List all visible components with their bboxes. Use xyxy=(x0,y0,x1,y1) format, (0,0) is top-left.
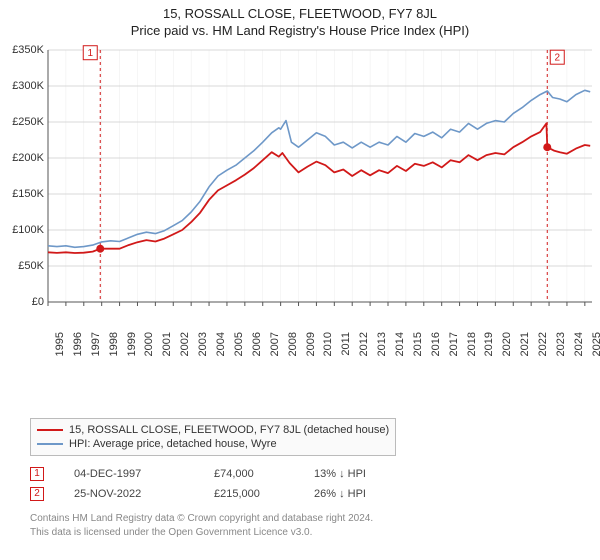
license-text: Contains HM Land Registry data © Crown c… xyxy=(30,512,570,539)
y-tick-label: £200K xyxy=(4,152,44,164)
x-tick-label: 2007 xyxy=(269,332,281,356)
x-tick-label: 2012 xyxy=(358,332,370,356)
legend-label: HPI: Average price, detached house, Wyre xyxy=(69,438,277,450)
x-tick-label: 2019 xyxy=(484,332,496,356)
svg-text:2: 2 xyxy=(554,53,560,64)
x-tick-label: 2003 xyxy=(197,332,209,356)
x-tick-label: 2010 xyxy=(323,332,335,356)
x-tick-label: 1999 xyxy=(126,332,138,356)
x-tick-label: 2016 xyxy=(430,332,442,356)
chart-svg: 12 xyxy=(0,44,600,374)
x-tick-label: 2001 xyxy=(162,332,174,356)
price-chart: 12 £0£50K£100K£150K£200K£250K£300K£350K … xyxy=(0,44,600,374)
x-tick-label: 2023 xyxy=(555,332,567,356)
sale-date: 25-NOV-2022 xyxy=(74,488,184,500)
license-line-1: Contains HM Land Registry data © Crown c… xyxy=(30,512,570,526)
x-tick-label: 2024 xyxy=(573,332,585,356)
sale-marker-box: 1 xyxy=(30,467,44,481)
license-line-2: This data is licensed under the Open Gov… xyxy=(30,526,570,540)
sales-table: 1 04-DEC-1997 £74,000 13% ↓ HPI 2 25-NOV-2022… xyxy=(30,464,570,504)
x-tick-label: 2011 xyxy=(340,332,352,356)
sale-date: 04-DEC-1997 xyxy=(74,468,184,480)
x-tick-label: 2004 xyxy=(215,332,227,356)
x-tick-label: 1997 xyxy=(90,332,102,356)
y-tick-label: £250K xyxy=(4,116,44,128)
x-tick-label: 2006 xyxy=(251,332,263,356)
x-tick-label: 2015 xyxy=(412,332,424,356)
legend-swatch xyxy=(37,429,63,431)
svg-text:1: 1 xyxy=(87,48,93,59)
sale-row: 1 04-DEC-1997 £74,000 13% ↓ HPI xyxy=(30,464,570,484)
x-tick-label: 2014 xyxy=(394,332,406,356)
y-tick-label: £350K xyxy=(4,44,44,56)
y-tick-label: £0 xyxy=(4,296,44,308)
legend-item: 15, ROSSALL CLOSE, FLEETWOOD, FY7 8JL (d… xyxy=(37,423,389,437)
x-tick-label: 2018 xyxy=(466,332,478,356)
chart-subtitle: Price paid vs. HM Land Registry's House … xyxy=(0,21,600,38)
x-tick-label: 2000 xyxy=(144,332,156,356)
x-tick-label: 2009 xyxy=(305,332,317,356)
x-tick-label: 2002 xyxy=(179,332,191,356)
chart-legend: 15, ROSSALL CLOSE, FLEETWOOD, FY7 8JL (d… xyxy=(30,418,396,456)
x-tick-label: 2017 xyxy=(448,332,460,356)
sale-price: £74,000 xyxy=(214,468,284,480)
chart-title: 15, ROSSALL CLOSE, FLEETWOOD, FY7 8JL xyxy=(0,0,600,21)
x-tick-label: 1995 xyxy=(54,332,66,356)
x-tick-label: 2021 xyxy=(519,332,531,356)
x-tick-label: 1996 xyxy=(72,332,84,356)
legend-label: 15, ROSSALL CLOSE, FLEETWOOD, FY7 8JL (d… xyxy=(69,424,389,436)
y-tick-label: £150K xyxy=(4,188,44,200)
x-tick-label: 2025 xyxy=(591,332,600,356)
y-tick-label: £300K xyxy=(4,80,44,92)
sale-row: 2 25-NOV-2022 £215,000 26% ↓ HPI xyxy=(30,484,570,504)
legend-item: HPI: Average price, detached house, Wyre xyxy=(37,437,389,451)
sale-pct-vs-hpi: 13% ↓ HPI xyxy=(314,468,414,480)
sale-price: £215,000 xyxy=(214,488,284,500)
y-tick-label: £100K xyxy=(4,224,44,236)
x-tick-label: 2020 xyxy=(502,332,514,356)
x-tick-label: 2005 xyxy=(233,332,245,356)
x-tick-label: 2013 xyxy=(376,332,388,356)
x-tick-label: 1998 xyxy=(108,332,120,356)
sale-pct-vs-hpi: 26% ↓ HPI xyxy=(314,488,414,500)
legend-swatch xyxy=(37,443,63,445)
x-tick-label: 2008 xyxy=(287,332,299,356)
y-tick-label: £50K xyxy=(4,260,44,272)
sale-marker-box: 2 xyxy=(30,487,44,501)
x-tick-label: 2022 xyxy=(537,332,549,356)
